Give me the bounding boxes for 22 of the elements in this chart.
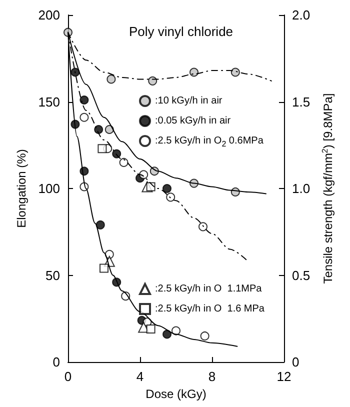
legend-label: :10 kGy/h in air [155,96,223,106]
legend-label: :2.5 kGy/h in O 1.6 MPa [155,304,265,314]
y2-tick-label: 1.0 [292,181,310,196]
x-tick-label: 4 [136,369,144,384]
y2-tick-label: 2.0 [292,8,310,22]
y-tick-label: 0 [52,354,60,370]
y-tick-label: 150 [38,94,60,110]
text: Poly vinyl chloride [128,24,234,39]
y2-tick-label: 1.5 [292,94,310,110]
x-tick-label: 0 [64,369,72,384]
legend-label: :0.05 kGy/h in air [155,116,232,126]
y2-tick-label: 0.5 [292,268,310,283]
y-tick-label: 200 [38,8,60,22]
y2-axis-title: Tensile strength (kgf/mm2) [9.8MPa] [320,93,335,284]
y2-tick-label: 0 [292,354,300,370]
y-tick-label: 50 [46,268,60,283]
x-tick-label: 12 [276,369,292,384]
x-axis-title: Dose (kGy) [146,387,206,401]
x-tick-label: 8 [208,369,216,384]
y-axis-title: Elongation (%) [14,149,28,228]
y-tick-label: 100 [38,181,60,196]
legend-label: :2.5 kGy/h in O 1.1MPa [155,284,262,294]
